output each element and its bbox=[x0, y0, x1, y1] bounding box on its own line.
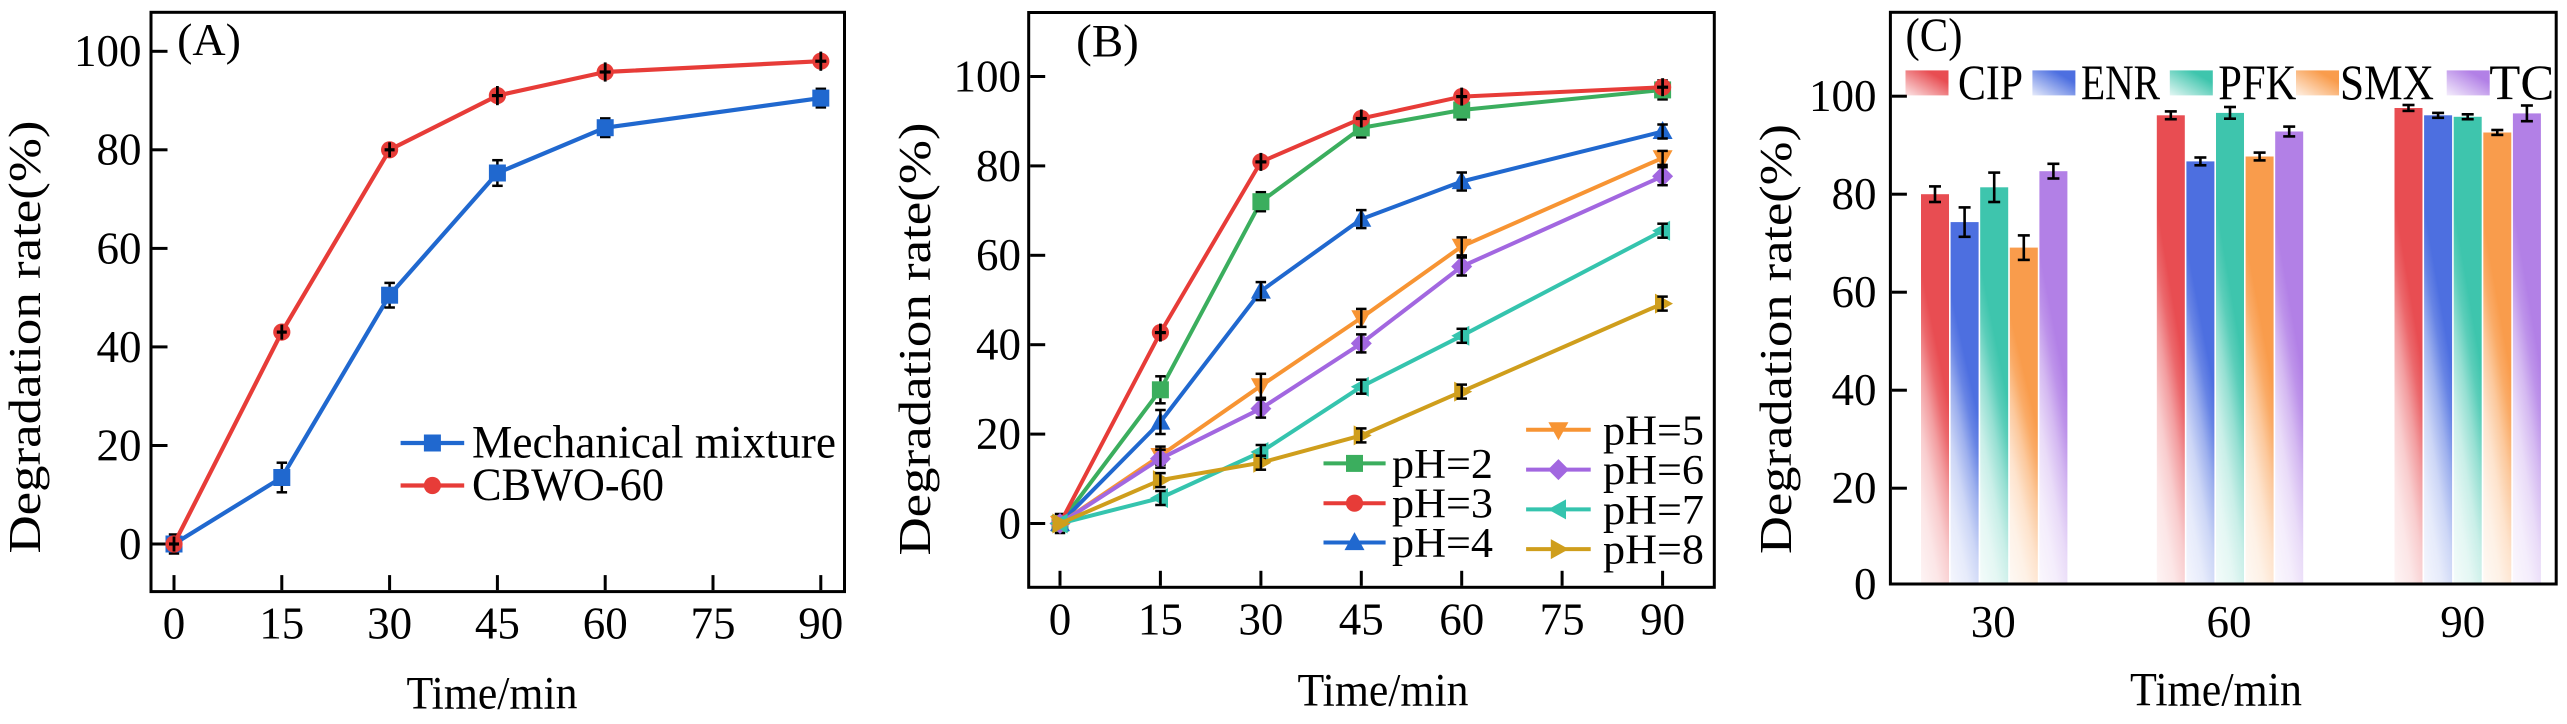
svg-text:Degradation rate(%): Degradation rate(%) bbox=[0, 121, 50, 554]
svg-text:60: 60 bbox=[2207, 597, 2252, 647]
svg-text:80: 80 bbox=[97, 125, 142, 175]
svg-text:0: 0 bbox=[1854, 559, 1877, 609]
svg-text:60: 60 bbox=[976, 230, 1021, 280]
svg-text:Time/min: Time/min bbox=[2130, 664, 2302, 717]
svg-text:Mechanical mixture: Mechanical mixture bbox=[472, 417, 836, 469]
svg-text:pH=7: pH=7 bbox=[1603, 488, 1704, 534]
svg-text:45: 45 bbox=[475, 599, 520, 649]
svg-text:60: 60 bbox=[583, 599, 628, 649]
svg-text:60: 60 bbox=[1439, 595, 1484, 645]
svg-text:30: 30 bbox=[1971, 597, 2016, 647]
svg-text:0: 0 bbox=[1049, 595, 1072, 645]
svg-text:0: 0 bbox=[999, 498, 1022, 548]
svg-text:60: 60 bbox=[1832, 267, 1877, 317]
svg-text:60: 60 bbox=[97, 223, 142, 273]
svg-text:30: 30 bbox=[1238, 595, 1283, 645]
svg-text:pH=2: pH=2 bbox=[1392, 442, 1493, 488]
svg-text:pH=5: pH=5 bbox=[1603, 408, 1704, 454]
svg-text:pH=3: pH=3 bbox=[1392, 482, 1493, 528]
svg-text:90: 90 bbox=[2440, 597, 2485, 647]
svg-text:CBWO-60: CBWO-60 bbox=[472, 459, 664, 511]
svg-text:15: 15 bbox=[1138, 595, 1183, 645]
svg-text:40: 40 bbox=[97, 322, 142, 372]
svg-text:Time/min: Time/min bbox=[1298, 665, 1469, 717]
svg-text:(C): (C) bbox=[1906, 9, 1963, 62]
svg-text:0: 0 bbox=[163, 599, 186, 649]
svg-text:pH=6: pH=6 bbox=[1603, 448, 1704, 494]
svg-text:pH=8: pH=8 bbox=[1603, 528, 1704, 574]
svg-text:80: 80 bbox=[1832, 169, 1877, 219]
svg-text:20: 20 bbox=[976, 409, 1021, 459]
svg-text:90: 90 bbox=[1640, 595, 1685, 645]
svg-text:100: 100 bbox=[954, 51, 1022, 101]
svg-text:20: 20 bbox=[1832, 463, 1877, 513]
svg-text:ENR: ENR bbox=[2081, 54, 2161, 110]
svg-text:90: 90 bbox=[798, 599, 843, 649]
svg-text:CIP: CIP bbox=[1958, 54, 2023, 110]
svg-text:100: 100 bbox=[74, 26, 142, 76]
svg-text:SMX: SMX bbox=[2340, 54, 2434, 110]
svg-text:(A): (A) bbox=[177, 14, 241, 65]
svg-text:45: 45 bbox=[1339, 595, 1384, 645]
svg-text:30: 30 bbox=[367, 599, 412, 649]
svg-text:Time/min: Time/min bbox=[407, 668, 578, 720]
svg-text:TC: TC bbox=[2489, 54, 2554, 110]
svg-text:75: 75 bbox=[1540, 595, 1585, 645]
svg-text:80: 80 bbox=[976, 141, 1021, 191]
svg-text:(B): (B) bbox=[1076, 16, 1139, 68]
svg-text:Degradation rate(%): Degradation rate(%) bbox=[1750, 124, 1801, 554]
svg-text:0: 0 bbox=[119, 519, 142, 569]
svg-text:40: 40 bbox=[976, 320, 1021, 370]
svg-text:40: 40 bbox=[1832, 365, 1877, 415]
svg-text:pH=4: pH=4 bbox=[1392, 521, 1493, 567]
svg-text:75: 75 bbox=[691, 599, 736, 649]
svg-text:15: 15 bbox=[259, 599, 304, 649]
svg-text:20: 20 bbox=[97, 420, 142, 470]
svg-text:PFK: PFK bbox=[2218, 54, 2296, 110]
svg-text:Degradation rate(%): Degradation rate(%) bbox=[889, 123, 940, 556]
svg-text:100: 100 bbox=[1809, 71, 1877, 121]
